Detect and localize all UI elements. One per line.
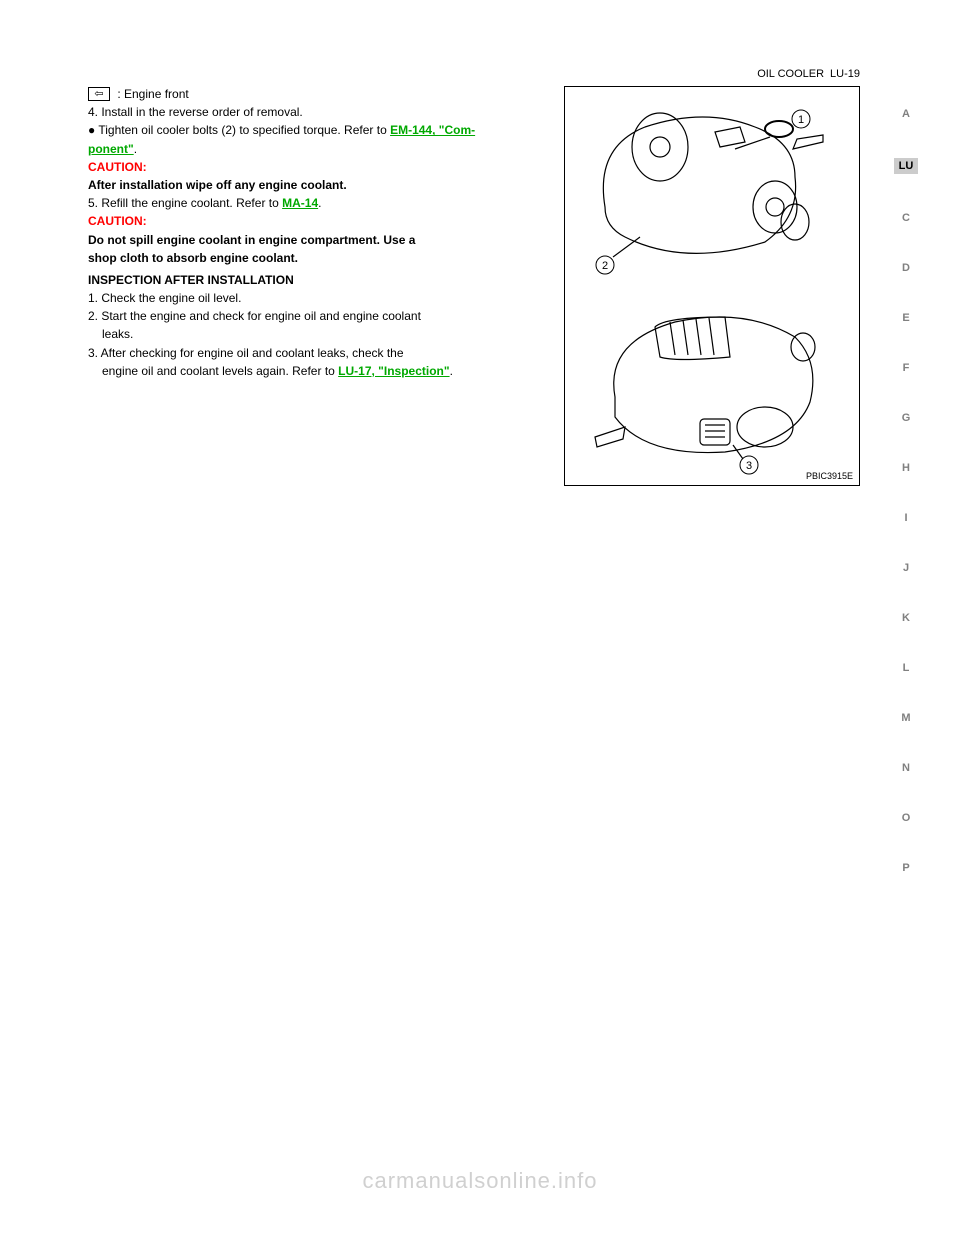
engine-top-sketch: 1 2: [565, 87, 861, 287]
insp-step-3b: engine oil and coolant levels again. Ref…: [102, 363, 548, 379]
link-em144a[interactable]: EM-144, "Com-: [390, 123, 475, 137]
step-4: 4. Install in the reverse order of remov…: [88, 104, 548, 120]
caution-2-text-a: Do not spill engine coolant in engine co…: [88, 232, 548, 248]
tab-p[interactable]: P: [894, 862, 918, 874]
step-4-link-cont: ponent".: [88, 141, 548, 157]
caution-1-text: After installation wipe off any engine c…: [88, 177, 548, 193]
insp-step-3a: 3. After checking for engine oil and coo…: [88, 345, 548, 361]
engine-figure: 1 2: [564, 86, 860, 486]
insp-step-1: 1. Check the engine oil level.: [88, 290, 548, 306]
step-5: 5. Refill the engine coolant. Refer to M…: [88, 195, 548, 211]
insp-step-2a: 2. Start the engine and check for engine…: [88, 308, 548, 324]
caution-1-label: CAUTION:: [88, 159, 548, 175]
tab-k[interactable]: K: [894, 612, 918, 624]
text-column: ⇦ : Engine front 4. Install in the rever…: [88, 86, 548, 486]
tab-f[interactable]: F: [894, 362, 918, 374]
page-number: LU-19: [830, 68, 860, 80]
side-nav: A LU C D E F G H I J K L M N O P: [894, 108, 918, 874]
engine-front-text: : Engine front: [114, 87, 189, 101]
caution-2-text-b: shop cloth to absorb engine coolant.: [88, 250, 548, 266]
step-4-tighten-text: Tighten oil cooler bolts (2) to specifie…: [98, 123, 390, 137]
tab-l[interactable]: L: [894, 662, 918, 674]
tab-j[interactable]: J: [894, 562, 918, 574]
caution-label-2: CAUTION:: [88, 214, 147, 228]
step-4-tighten: ● Tighten oil cooler bolts (2) to specif…: [88, 122, 548, 138]
callout-3: 3: [746, 460, 752, 472]
figure-column: 1 2: [564, 86, 860, 486]
tab-g[interactable]: G: [894, 412, 918, 424]
caution-label-1: CAUTION:: [88, 160, 147, 174]
tab-n[interactable]: N: [894, 762, 918, 774]
figure-code: PBIC3915E: [806, 471, 853, 481]
link-lu17[interactable]: LU-17, "Inspection": [338, 364, 449, 378]
engine-front-line: ⇦ : Engine front: [88, 86, 548, 102]
tab-o[interactable]: O: [894, 812, 918, 824]
tab-m[interactable]: M: [894, 712, 918, 724]
tab-d[interactable]: D: [894, 262, 918, 274]
page-header: OIL COOLER LU-19: [88, 68, 860, 80]
insp-step-2b: leaks.: [102, 326, 548, 342]
tab-e[interactable]: E: [894, 312, 918, 324]
link-ma14[interactable]: MA-14: [282, 196, 318, 210]
section-title: OIL COOLER: [757, 68, 824, 80]
engine-front-arrow-icon: ⇦: [88, 87, 110, 101]
period3: .: [450, 364, 453, 378]
link-em144b[interactable]: ponent": [88, 142, 134, 156]
period2: .: [318, 196, 321, 210]
tab-c[interactable]: C: [894, 212, 918, 224]
page-body: OIL COOLER LU-19 ⇦ : Engine front 4. Ins…: [0, 0, 960, 486]
tab-a[interactable]: A: [894, 108, 918, 120]
engine-bottom-sketch: 3: [565, 287, 861, 477]
inspection-title: INSPECTION AFTER INSTALLATION: [88, 272, 548, 288]
callout-1: 1: [798, 114, 804, 126]
callout-2: 2: [602, 260, 608, 272]
step-5-text: 5. Refill the engine coolant. Refer to: [88, 196, 282, 210]
content-row: ⇦ : Engine front 4. Install in the rever…: [88, 86, 860, 486]
caution-2-label: CAUTION:: [88, 213, 548, 229]
tab-lu[interactable]: LU: [894, 158, 918, 174]
tab-i[interactable]: I: [894, 512, 918, 524]
tab-h[interactable]: H: [894, 462, 918, 474]
watermark: carmanualsonline.info: [0, 1168, 960, 1194]
period1: .: [134, 142, 137, 156]
insp-step-3b-text: engine oil and coolant levels again. Ref…: [102, 364, 338, 378]
